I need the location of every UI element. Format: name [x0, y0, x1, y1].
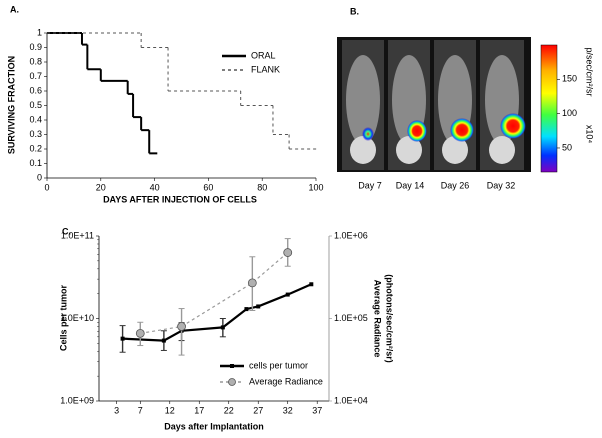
series-line	[140, 252, 289, 334]
day-label: Day 26	[441, 180, 470, 190]
x-tick-label: 20	[96, 182, 106, 192]
y2-axis-label: (photons/sec/cm²/sr)	[385, 274, 395, 363]
legend-label: Average Radiance	[249, 376, 323, 386]
mouse-panel	[388, 40, 430, 170]
colorbar-tick-label: 150	[562, 74, 577, 84]
x-tick-label: 0	[44, 182, 49, 192]
data-point	[283, 248, 293, 257]
x-tick-label: 32	[283, 405, 293, 415]
y-tick-label: 0.5	[29, 100, 42, 110]
legend-label: ORAL	[251, 50, 276, 60]
legend-label: FLANK	[251, 64, 280, 74]
data-point	[285, 292, 290, 297]
x-tick-label: 22	[224, 405, 234, 415]
colorbar	[540, 44, 558, 173]
x-tick-label: 27	[253, 405, 263, 415]
panel-label: C.	[62, 226, 71, 236]
y-axis-label: Cells per tumor	[58, 284, 68, 351]
colorbar-tick-label: 100	[562, 108, 577, 118]
colorbar-multiplier: x10⁴	[585, 125, 595, 144]
x-tick-label: 3	[114, 405, 119, 415]
day-label: Day 32	[487, 180, 516, 190]
x-tick-label: 100	[308, 182, 323, 192]
y2-tick-label: 1.0E+04	[334, 395, 368, 405]
data-point	[135, 328, 145, 338]
mouse-panel	[342, 40, 384, 170]
data-point	[161, 338, 166, 343]
y-tick-label: 0.4	[29, 114, 42, 124]
data-point	[247, 278, 257, 288]
data-point	[177, 322, 186, 331]
y2-axis-label: Average Radiance	[373, 280, 383, 358]
y-axis-label: SURVIVING FRACTION	[6, 56, 16, 154]
x-tick-label: 40	[150, 182, 160, 192]
panel-label: B.	[350, 6, 359, 16]
x-axis-label: Days after Implantation	[164, 421, 264, 431]
y-tick-label: 0.9	[29, 42, 42, 52]
day-label: Day 14	[396, 180, 425, 190]
x-tick-label: 60	[203, 182, 213, 192]
x-axis-label: DAYS AFTER INJECTION OF CELLS	[103, 194, 257, 204]
y-tick-label: 1	[37, 27, 42, 37]
data-point	[309, 282, 314, 287]
x-tick-label: 12	[165, 405, 175, 415]
panel-label: A.	[10, 4, 19, 14]
x-tick-label: 7	[138, 405, 143, 415]
x-tick-label: 37	[312, 405, 322, 415]
day-label: Day 7	[358, 180, 382, 190]
y-tick-label: 0.7	[29, 71, 42, 81]
y-tick-label: 0.2	[29, 143, 42, 153]
error-bar	[178, 308, 185, 356]
y-tick-label: 0	[37, 172, 42, 182]
series-line	[122, 283, 312, 342]
y2-tick-label: 1.0E+05	[334, 313, 368, 323]
mouse-panel	[434, 40, 476, 170]
y-tick-label: 0.6	[29, 85, 42, 95]
y-tick-label: 1.0E+09	[60, 395, 94, 405]
y-tick-label: 0.3	[29, 129, 42, 139]
x-tick-label: 80	[257, 182, 267, 192]
legend-marker	[230, 364, 234, 368]
x-tick-label: 17	[194, 405, 204, 415]
mouse-images	[337, 37, 531, 172]
y-tick-label: 0.1	[29, 158, 42, 168]
y-tick-label: 1.0E+10	[60, 313, 94, 323]
data-point	[244, 307, 249, 312]
data-point	[120, 336, 125, 341]
y-tick-label: 0.8	[29, 56, 42, 66]
mouse-panel	[480, 40, 526, 170]
data-point	[220, 325, 225, 330]
legend-label: cells per tumor	[249, 360, 308, 370]
data-point	[256, 304, 261, 309]
colorbar-tick-label: 50	[562, 142, 572, 152]
legend-marker	[228, 378, 236, 386]
y2-tick-label: 1.0E+06	[334, 230, 368, 240]
colorbar-label: p/sec/cm²/sr	[585, 47, 595, 96]
y-tick-label: 1.0E+11	[61, 230, 94, 240]
